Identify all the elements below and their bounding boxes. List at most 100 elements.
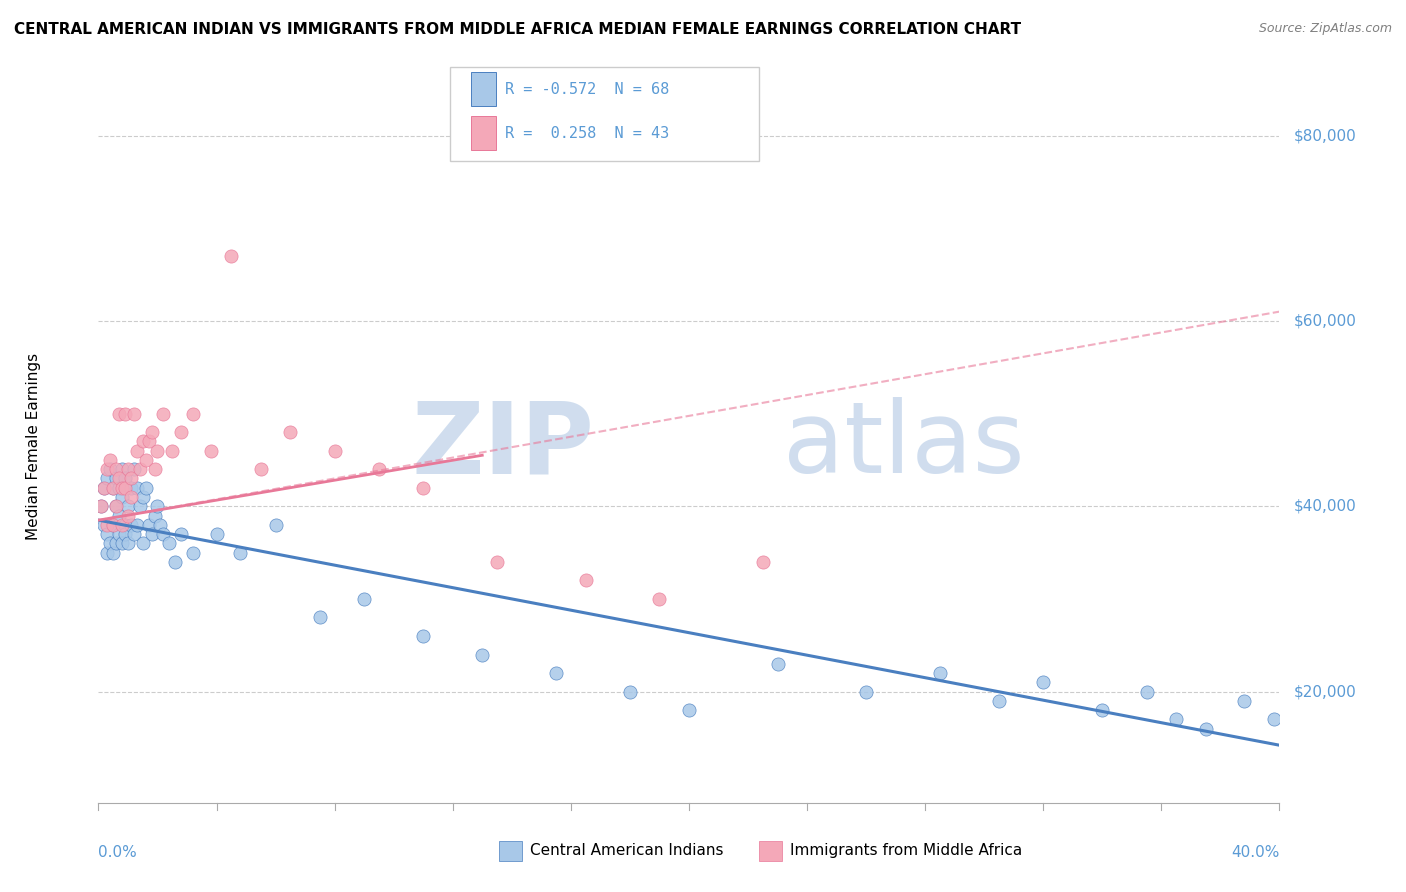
Point <box>108 508 131 523</box>
Point <box>928 666 950 681</box>
Point <box>98 462 121 476</box>
Point <box>162 443 183 458</box>
Text: Source: ZipAtlas.com: Source: ZipAtlas.com <box>1258 22 1392 36</box>
Point <box>93 481 115 495</box>
Point <box>250 462 273 476</box>
Text: 40.0%: 40.0% <box>1232 845 1279 860</box>
Point <box>117 508 139 523</box>
Point <box>412 481 434 495</box>
Point <box>114 407 136 421</box>
Point <box>278 425 302 439</box>
Point <box>132 434 155 449</box>
Point <box>114 527 136 541</box>
Point <box>98 536 121 550</box>
Point <box>146 500 169 514</box>
Text: atlas: atlas <box>783 398 1025 494</box>
Point <box>96 517 118 532</box>
Point <box>111 517 134 532</box>
Point <box>111 462 134 476</box>
Text: $40,000: $40,000 <box>1294 499 1357 514</box>
Text: $60,000: $60,000 <box>1294 313 1357 328</box>
Point <box>152 527 174 541</box>
Point <box>141 527 163 541</box>
Point <box>120 517 142 532</box>
Point <box>93 517 115 532</box>
Point <box>766 657 789 671</box>
Point <box>181 545 204 559</box>
Point <box>122 462 145 476</box>
Point <box>1164 712 1187 726</box>
Point <box>368 462 391 476</box>
Point <box>120 481 142 495</box>
Point <box>96 527 118 541</box>
Point <box>103 517 125 532</box>
Point <box>200 443 222 458</box>
Point <box>146 443 169 458</box>
Point <box>96 471 118 485</box>
Point <box>132 536 155 550</box>
Point <box>125 517 148 532</box>
Point <box>103 517 125 532</box>
Point <box>165 555 187 569</box>
Point <box>105 471 128 485</box>
Point <box>323 443 346 458</box>
Point <box>111 536 134 550</box>
Point <box>1233 694 1256 708</box>
Point <box>135 481 157 495</box>
Text: 0.0%: 0.0% <box>98 845 138 860</box>
Point <box>117 462 139 476</box>
Point <box>114 517 136 532</box>
Text: $80,000: $80,000 <box>1294 128 1357 143</box>
Point <box>132 490 155 504</box>
Point <box>105 500 128 514</box>
Point <box>143 462 166 476</box>
Point <box>149 517 172 532</box>
Point <box>143 508 166 523</box>
Point <box>1322 735 1344 749</box>
Point <box>108 471 131 485</box>
Point <box>678 703 700 717</box>
Point <box>98 453 121 467</box>
Point <box>103 481 125 495</box>
Point <box>1292 684 1315 698</box>
Point <box>114 481 136 495</box>
Point <box>108 407 131 421</box>
Point <box>120 490 142 504</box>
Point <box>138 517 160 532</box>
Text: ZIP: ZIP <box>412 398 595 494</box>
Point <box>157 536 180 550</box>
Point <box>114 471 136 485</box>
Point <box>103 481 125 495</box>
Point <box>117 536 139 550</box>
Point <box>229 545 252 559</box>
Point <box>105 536 128 550</box>
Point <box>90 500 112 514</box>
Point <box>1263 712 1285 726</box>
Point <box>122 527 145 541</box>
Point <box>128 462 150 476</box>
Point <box>108 481 131 495</box>
Point <box>471 648 494 662</box>
Point <box>1032 675 1054 690</box>
Point <box>648 591 671 606</box>
Point <box>574 574 596 588</box>
Point <box>219 249 242 263</box>
Point <box>96 462 118 476</box>
Point <box>125 443 148 458</box>
Point <box>412 629 434 643</box>
Point <box>105 500 128 514</box>
Text: Immigrants from Middle Africa: Immigrants from Middle Africa <box>790 844 1022 858</box>
Point <box>264 517 287 532</box>
Point <box>486 555 509 569</box>
Point <box>96 545 118 559</box>
Point <box>117 500 139 514</box>
Point <box>309 610 332 624</box>
Point <box>135 453 157 467</box>
Point <box>120 471 142 485</box>
Point <box>105 462 128 476</box>
Point <box>111 490 134 504</box>
Text: R = -0.572  N = 68: R = -0.572 N = 68 <box>505 82 669 97</box>
Point <box>90 500 112 514</box>
Point <box>125 481 148 495</box>
Point <box>170 527 193 541</box>
